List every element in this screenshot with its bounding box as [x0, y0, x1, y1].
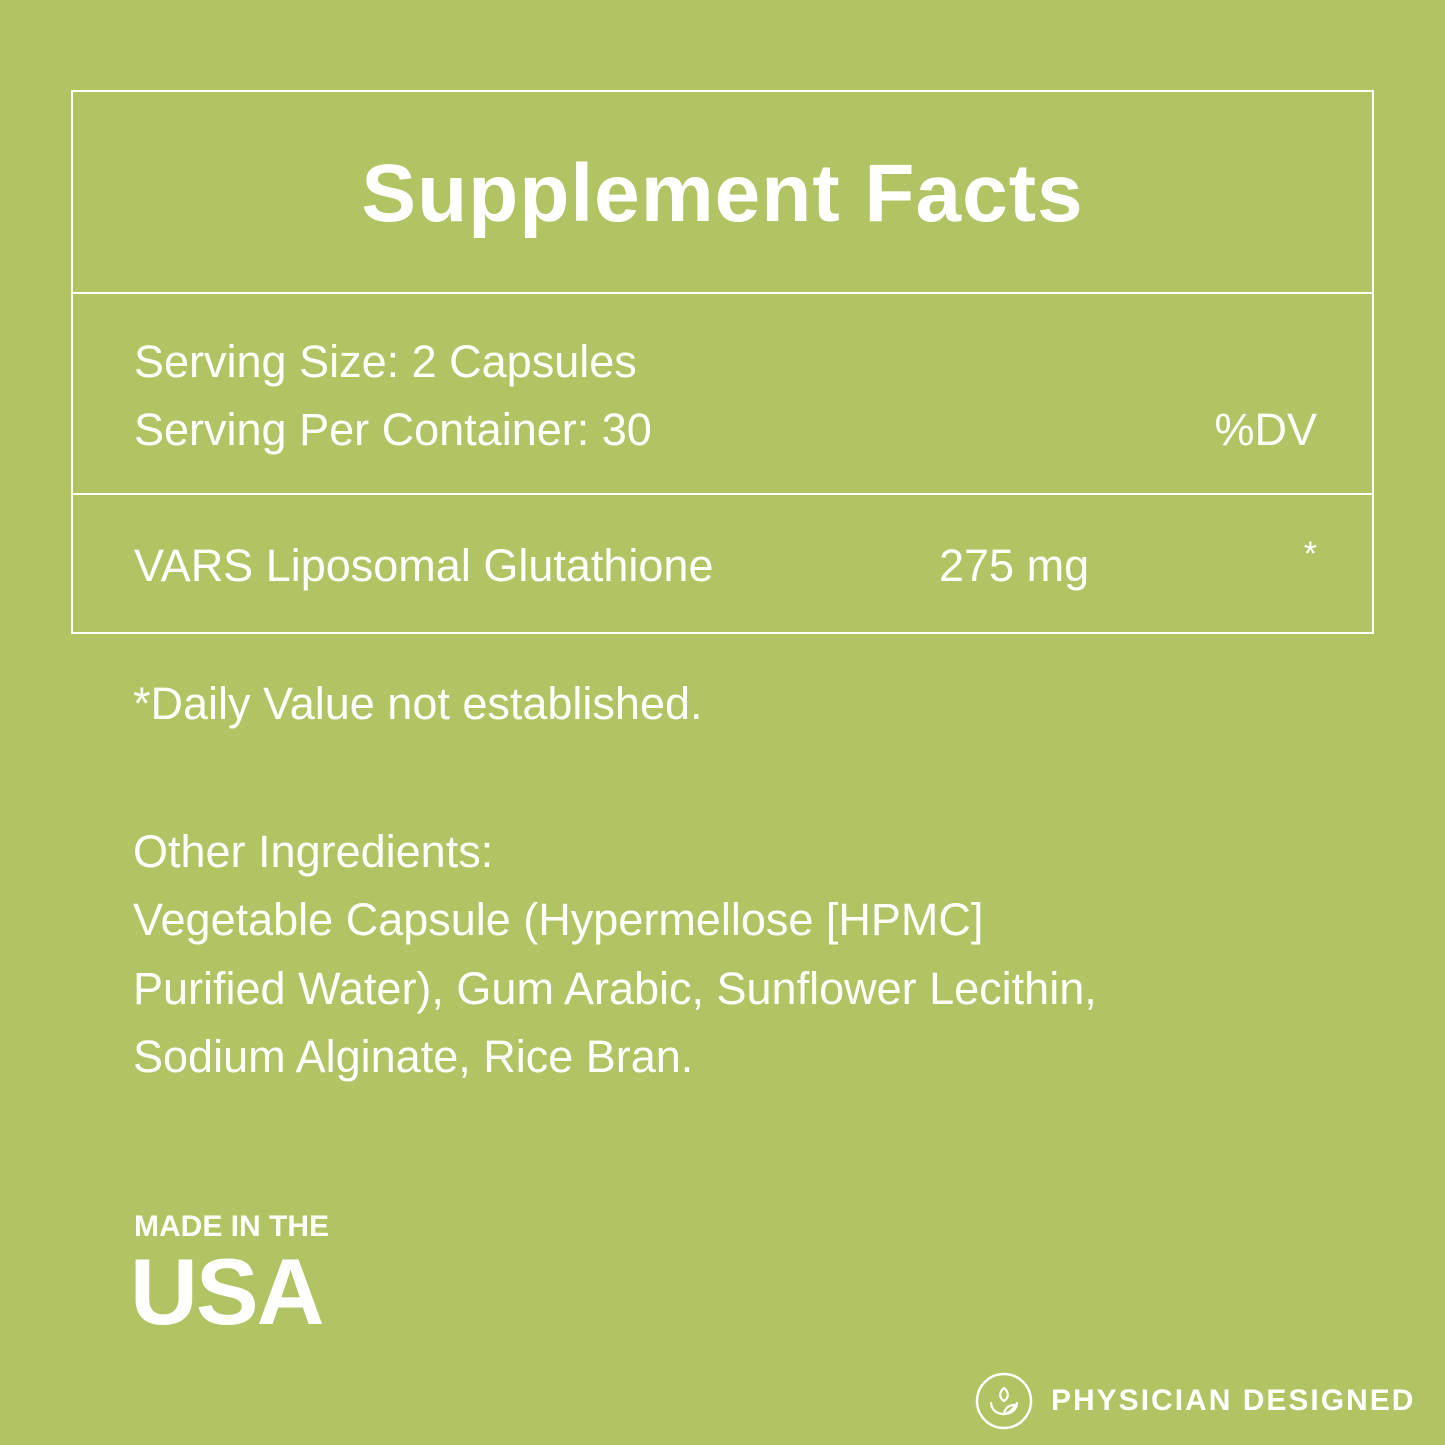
serving-size: Serving Size: 2 Capsules: [134, 336, 637, 387]
country-label: USA: [130, 1239, 324, 1344]
supplement-facts-panel: Supplement Facts Serving Size: 2 Capsule…: [71, 90, 1374, 634]
serving-row: Serving Size: 2 Capsules Serving Per Con…: [73, 294, 1372, 495]
physician-designed-badge: PHYSICIAN DESIGNED: [975, 1372, 1415, 1430]
made-in-label: MADE IN THE: [134, 1210, 329, 1243]
ingredient-dv: *: [1303, 535, 1317, 573]
other-ingredients-line: Vegetable Capsule (Hypermellose [HPMC]: [133, 894, 984, 945]
footnote: *Daily Value not established.: [133, 678, 703, 729]
other-ingredients-heading: Other Ingredients:: [133, 826, 494, 877]
ingredient-name: VARS Liposomal Glutathione: [134, 540, 714, 591]
panel-title: Supplement Facts: [361, 148, 1084, 239]
servings-per-container: Serving Per Container: 30: [134, 404, 652, 455]
sprout-in-hands-icon: [975, 1372, 1033, 1430]
physician-designed-label: PHYSICIAN DESIGNED: [1051, 1384, 1416, 1417]
other-ingredients-line: Sodium Alginate, Rice Bran.: [133, 1031, 694, 1082]
dv-header: %DV: [1214, 404, 1317, 455]
ingredient-amount: 275 mg: [939, 540, 1090, 591]
ingredient-row: VARS Liposomal Glutathione 275 mg *: [73, 495, 1372, 632]
other-ingredients-line: Purified Water), Gum Arabic, Sunflower L…: [133, 963, 1097, 1014]
title-row: Supplement Facts: [73, 92, 1372, 294]
